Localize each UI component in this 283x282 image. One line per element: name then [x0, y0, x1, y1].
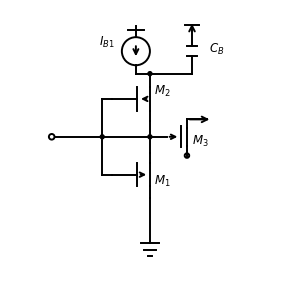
Circle shape — [100, 135, 104, 139]
Circle shape — [148, 135, 152, 139]
Text: $I_{B1}$: $I_{B1}$ — [99, 35, 115, 50]
Text: $M_3$: $M_3$ — [192, 133, 209, 149]
Text: $M_1$: $M_1$ — [154, 174, 171, 189]
Text: $C_B$: $C_B$ — [209, 42, 224, 57]
Circle shape — [148, 72, 152, 76]
Text: $M_2$: $M_2$ — [154, 84, 171, 100]
